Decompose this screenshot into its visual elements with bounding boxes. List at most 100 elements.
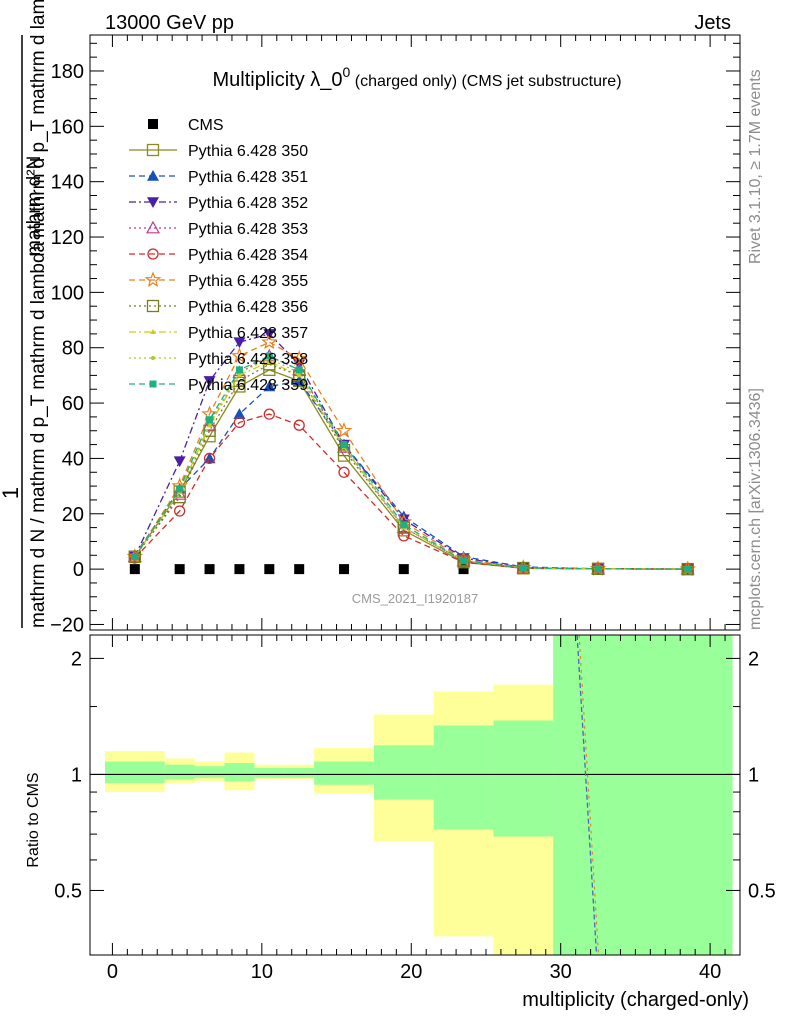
data-marker [174, 505, 186, 517]
header-right: Jets [694, 12, 731, 34]
x-tick-label: 30 [550, 961, 572, 983]
y-tick-label: 140 [51, 172, 84, 194]
series-pythia-6-428-350 [128, 363, 694, 576]
series-pythia-6-428-354 [129, 408, 694, 575]
mcplots-label: mcplots.cern.ch [arXiv:1306.3436] [747, 388, 764, 630]
data-marker [293, 419, 305, 431]
data-marker [295, 366, 303, 374]
data-marker [684, 565, 692, 573]
data-marker [460, 557, 468, 565]
x-tick-label: 20 [400, 961, 422, 983]
ratio-y-tick-label: 0.5 [54, 880, 82, 902]
data-marker [290, 350, 308, 366]
data-marker [296, 372, 303, 378]
legend-label: Pythia 6.428 354 [188, 247, 308, 264]
y-tick-label: 180 [51, 61, 84, 83]
data-marker [398, 564, 409, 575]
data-marker [266, 358, 273, 364]
data-marker [594, 565, 602, 573]
ratio-plot-panel: 0.5 0.51 12 20 10 20 30 40 [54, 634, 776, 983]
data-marker [338, 466, 350, 478]
y-tick-label: 20 [62, 504, 84, 526]
data-marker [204, 564, 215, 575]
data-marker [265, 352, 273, 360]
legend-item: Pythia 6.428 356 [129, 299, 308, 316]
data-marker [233, 408, 246, 419]
legend-item: Pythia 6.428 357 [129, 325, 308, 342]
data-marker [233, 337, 246, 349]
x-tick-label: 40 [699, 961, 721, 983]
data-marker [294, 564, 305, 575]
legend-label: Pythia 6.428 359 [188, 377, 308, 394]
data-marker [145, 220, 161, 234]
legend-label: Pythia 6.428 353 [188, 221, 308, 238]
y-tick-label: 0 [73, 559, 84, 581]
ratio-line [578, 634, 600, 956]
data-marker [400, 521, 408, 529]
data-marker [591, 562, 605, 575]
y-tick-label: 40 [62, 448, 84, 470]
uncertainty-band-green [314, 761, 374, 785]
x-tick-label: 10 [251, 961, 273, 983]
data-marker [128, 550, 141, 563]
data-marker [340, 441, 348, 449]
plot-title: Multiplicity λ_00 (charged only) (CMS je… [212, 64, 621, 91]
ratio-frame [89, 634, 741, 956]
data-marker [173, 456, 186, 468]
data-marker [203, 376, 216, 387]
plot-title-main: Multiplicity λ_0 [212, 69, 342, 91]
ratio-y-axis-label: Ratio to CMS [25, 772, 42, 867]
legend-label: Pythia 6.428 356 [188, 299, 308, 316]
data-marker [146, 299, 160, 313]
y-tick-label: 80 [62, 338, 84, 360]
data-marker [206, 416, 214, 424]
ratio-y-tick-label: 2 [748, 648, 759, 670]
uncertainty-band-green [284, 767, 315, 778]
series-line [134, 413, 688, 570]
legend-item: Pythia 6.428 355 [129, 271, 308, 290]
series-pythia-6-428-359 [131, 352, 692, 573]
plot-title-tail: (charged only) (CMS jet substructure) [350, 73, 621, 90]
legend-item: Pythia 6.428 353 [129, 220, 308, 238]
uncertainty-band-green [553, 635, 733, 955]
legend-label: Pythia 6.428 351 [188, 169, 308, 186]
data-marker [398, 530, 410, 542]
legend-item: Pythia 6.428 351 [129, 169, 308, 186]
data-marker [231, 347, 248, 364]
series-pythia-6-428-351 [128, 374, 694, 574]
legend-label: CMS [188, 117, 224, 134]
data-marker [148, 119, 158, 129]
ratio-y-tick-label: 0.5 [748, 880, 776, 902]
data-marker [149, 380, 157, 388]
uncertainty-band-green [164, 764, 195, 780]
uncertainty-band-green [224, 763, 255, 782]
analysis-watermark: CMS_2021_I1920187 [352, 591, 479, 606]
data-marker [335, 422, 353, 438]
main-frame [89, 34, 741, 631]
uncertainty-band-green [373, 745, 434, 800]
uncertainty-band-green [433, 725, 494, 830]
legend-label: Pythia 6.428 350 [188, 143, 308, 160]
ratio-y-tick-label: 1 [71, 764, 82, 786]
legend-item: Pythia 6.428 350 [129, 143, 308, 160]
ratio-y-tick-label: 1 [748, 764, 759, 786]
y-tick-label: 120 [51, 227, 84, 249]
data-marker [261, 333, 278, 350]
uncertainty-band-green [493, 720, 554, 837]
data-marker [233, 416, 246, 429]
series-line [134, 380, 688, 570]
y-tick-label: −20 [50, 614, 84, 636]
legend-item: Pythia 6.428 359 [129, 377, 308, 394]
legend-item: CMS [148, 117, 224, 134]
data-marker [203, 452, 216, 465]
legend-item: Pythia 6.428 354 [129, 247, 308, 264]
header-left: 13000 GeV pp [105, 12, 234, 34]
main-plot-panel: −20 0 20 40 60 80 100 120 140 160 180 [50, 34, 741, 636]
data-marker [339, 564, 350, 575]
uncertainty-band-green [104, 761, 165, 784]
y-axis-label-numerator: 1 [0, 487, 23, 499]
data-marker [264, 564, 275, 575]
ratio-line [576, 634, 598, 956]
legend: CMS Pythia 6.428 350 Pythia 6.428 351 Pythi… [129, 117, 308, 394]
legend-label: Pythia 6.428 357 [188, 325, 308, 342]
